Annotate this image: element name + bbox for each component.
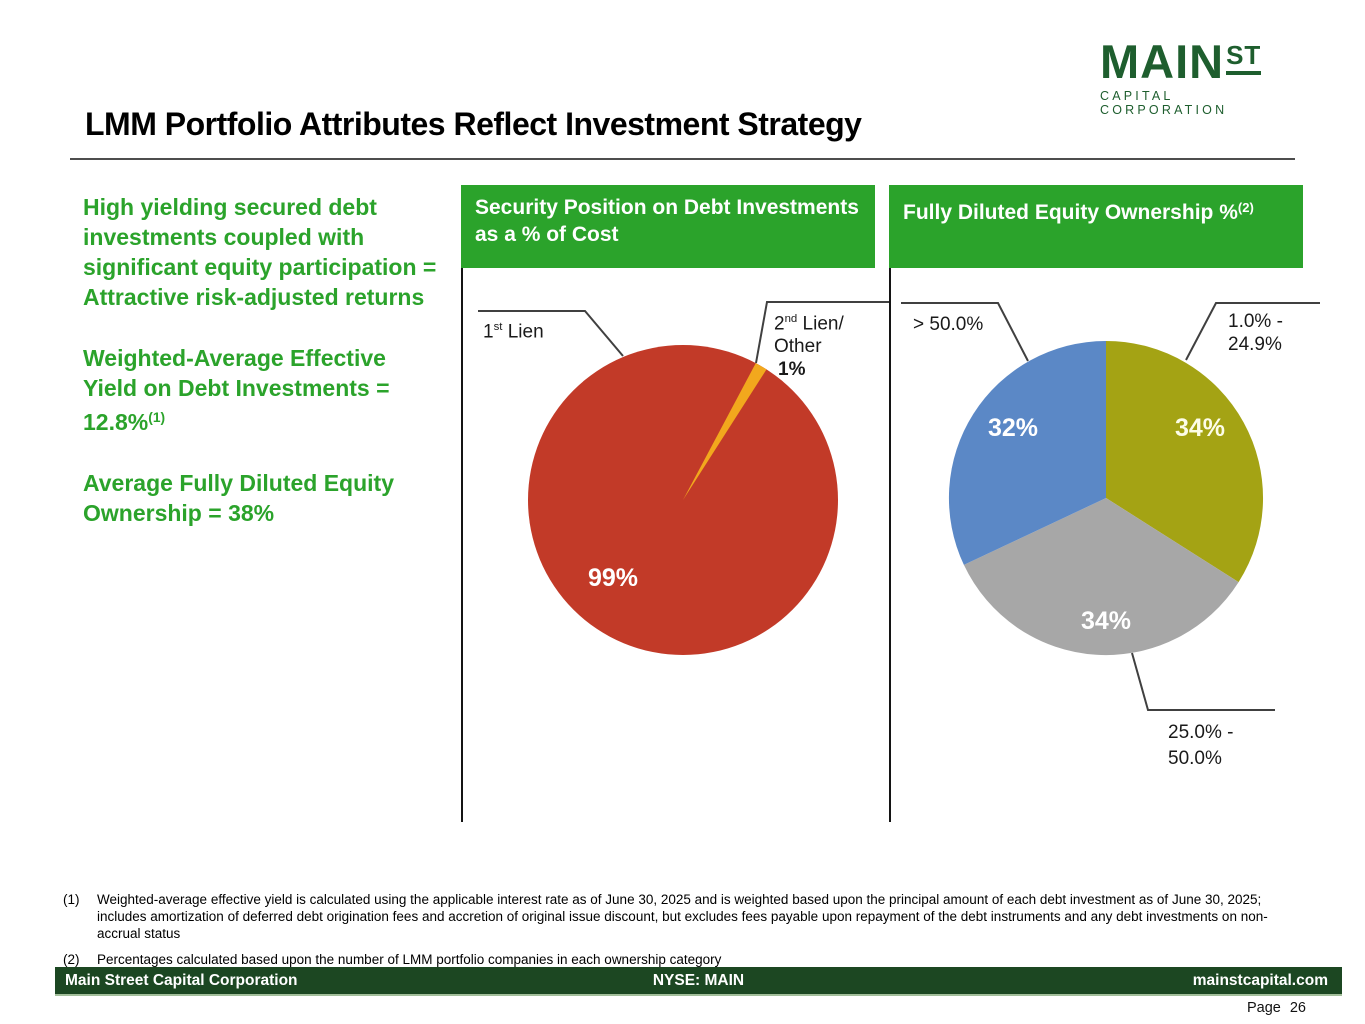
pie1-leader-line-first-lien	[478, 310, 624, 357]
chart1-left-border	[461, 268, 463, 822]
footnote-1: (1) Weighted-average effective yield is …	[63, 891, 1293, 942]
pie1-label2-rest: Lien/	[797, 313, 844, 335]
pie1-value-second-lien: 1%	[778, 359, 806, 381]
footer-company-name: Main Street Capital Corporation	[65, 971, 298, 989]
footer-ticker: NYSE: MAIN	[652, 971, 745, 989]
page-title: LMM Portfolio Attributes Reflect Investm…	[85, 106, 862, 142]
chart1-header: Security Position on Debt Investments as…	[461, 185, 875, 268]
key-point-2: Weighted-Average Effective Yield on Debt…	[83, 343, 443, 437]
pie1-value-first-lien: 99%	[587, 564, 639, 592]
footnote-ref-2: (2)	[1237, 200, 1254, 215]
pie1-label-first-lien: 1st Lien	[483, 316, 544, 343]
key-point-3: Average Fully Diluted Equity Ownership =…	[83, 470, 394, 526]
page-label: Page	[1246, 1000, 1281, 1016]
footnotes: (1) Weighted-average effective yield is …	[63, 891, 1293, 977]
logo-st-superscript: ST	[1226, 40, 1262, 75]
chart1-pie-svg	[478, 301, 889, 655]
pie2-slice-gray-25-50	[963, 498, 1239, 656]
pie2-slice-olive-1-24	[1106, 341, 1264, 583]
pie2-label-gray: 25.0% - 50.0%	[1168, 720, 1233, 772]
pie1-label2-ordinal: nd	[784, 313, 798, 325]
pie1-leader-line-second-lien	[755, 301, 889, 364]
pie2-label-olive-line2: 24.9%	[1228, 334, 1282, 355]
pie2-slice-blue-over-50	[948, 340, 1106, 565]
chart2-equity-ownership-pie: > 50.0% 1.0% - 24.9% 25.0% - 50.0% 32% 3…	[889, 268, 1320, 860]
key-point-1: High yielding secured debt investments c…	[83, 194, 437, 310]
page-number-value: 26	[1289, 1000, 1306, 1016]
chart2-header: Fully Diluted Equity Ownership %(2)	[889, 185, 1303, 268]
pie1-label-second-lien: 2nd Lien/ Other 1%	[774, 308, 844, 381]
pie2-leader-line-olive	[1185, 302, 1320, 361]
footnote-2-marker: (2)	[63, 952, 80, 967]
pie2-value-blue: 32%	[987, 414, 1039, 442]
pie2-leader-line-blue	[901, 302, 1029, 362]
footnote-1-text: Weighted-average effective yield is calc…	[97, 892, 1268, 941]
pie2-label-gray-line1: 25.0% -	[1168, 722, 1234, 743]
pie1-slice-second-lien-other	[683, 363, 767, 500]
pie1-label2-line1: 2nd Lien/	[774, 308, 844, 335]
company-logo: MAINST CAPITAL CORPORATION	[1100, 38, 1300, 117]
pie2-label-blue: > 50.0%	[913, 314, 984, 335]
key-point-2-text: Weighted-Average Effective Yield on Debt…	[83, 345, 390, 435]
footer-website: mainstcapital.com	[1192, 971, 1328, 989]
chart1-security-position-pie: 1st Lien 2nd Lien/ Other 1% 99%	[461, 268, 889, 860]
chart2-header-text: Fully Diluted Equity Ownership %	[903, 201, 1238, 224]
footnote-2: (2) Percentages calculated based upon th…	[63, 951, 1293, 968]
pie2-label-gray-line2: 50.0%	[1168, 748, 1222, 769]
pie1-label1-ordinal: st	[493, 321, 503, 333]
pie1-label2-num: 2	[774, 313, 785, 335]
pie2-label-olive: 1.0% - 24.9%	[1228, 310, 1283, 356]
pie1-label2-line2: Other	[774, 336, 822, 358]
chart2-pie-svg	[901, 302, 1320, 711]
logo-wordmark: MAINST	[1100, 38, 1300, 85]
pie2-label-olive-line1: 1.0% -	[1228, 311, 1283, 332]
logo-tagline: CAPITAL CORPORATION	[1100, 89, 1228, 117]
footnote-ref-1: (1)	[148, 410, 166, 425]
pie1-label1-num: 1	[483, 321, 494, 343]
logo-word: MAIN	[1100, 35, 1225, 88]
footer-bar: NYSE: MAIN Main Street Capital Corporati…	[55, 967, 1342, 996]
pie2-leader-line-gray	[1131, 652, 1275, 711]
pie1-label1-rest: Lien	[502, 321, 544, 343]
footnote-2-text: Percentages calculated based upon the nu…	[97, 952, 722, 967]
page-number: Page 26	[1238, 1000, 1306, 1016]
title-divider	[70, 158, 1295, 160]
key-points-panel: High yielding secured debt investments c…	[83, 192, 443, 559]
chart2-left-border	[889, 268, 891, 822]
footnote-1-marker: (1)	[63, 892, 80, 907]
pie2-value-olive: 34%	[1174, 414, 1226, 442]
pie2-value-gray: 34%	[1080, 607, 1132, 635]
